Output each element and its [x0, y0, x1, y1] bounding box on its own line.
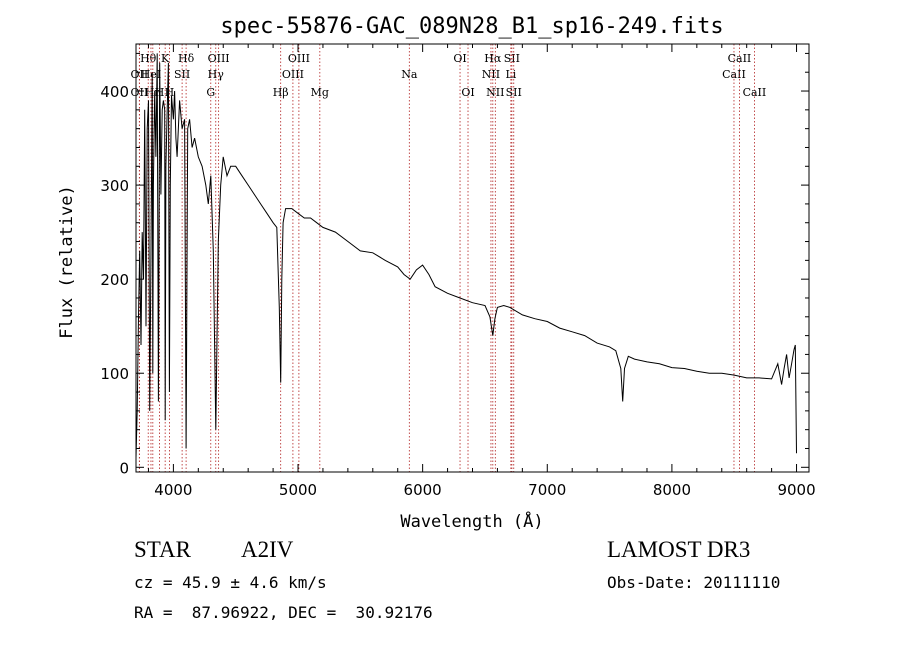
plot-frame — [135, 43, 810, 473]
line-marker-label-23: Li — [505, 68, 516, 81]
line-marker-label-13: Hβ — [273, 86, 289, 99]
line-marker-label-18: OI — [453, 52, 466, 65]
line-marker-label-15: OIII — [288, 52, 310, 65]
line-marker-label-3: HeI — [141, 68, 161, 81]
line-marker-group: OIIOIIHθHeIHηHKHSIIHδGHγOIIIHβOIIIOIIIMg… — [131, 44, 767, 472]
line-marker-label-6: K — [161, 52, 170, 65]
x-tick-label-0: 4000 — [154, 481, 192, 499]
x-tick-label-2: 6000 — [404, 481, 442, 499]
line-marker-label-1: OII — [131, 86, 149, 99]
x-tick-label-1: 5000 — [279, 481, 317, 499]
line-marker-label-25: SII — [506, 86, 522, 99]
y-tick-label-0: 0 — [119, 459, 129, 477]
line-marker-label-22: NII — [486, 86, 504, 99]
x-tick-label-4: 8000 — [653, 481, 691, 499]
chart-title: spec-55876-GAC_089N28_B1_sp16-249.fits — [220, 14, 723, 39]
y-axis-ticks: 0 100 200 300 400 — [100, 52, 809, 477]
y-tick-label-2: 200 — [100, 271, 129, 289]
line-marker-label-9: Hδ — [178, 52, 195, 65]
y-tick-label-1: 100 — [100, 365, 129, 383]
line-marker-label-12: OIII — [208, 52, 230, 65]
line-marker-label-16: Mg — [311, 86, 329, 99]
coordinates-text: RA = 87.96922, DEC = 30.92176 — [134, 603, 433, 622]
line-marker-label-0: OII — [131, 68, 149, 81]
line-marker-label-17: Na — [401, 68, 418, 81]
y-tick-label-4: 400 — [100, 83, 129, 101]
object-class: STAR — [134, 537, 191, 562]
x-axis-ticks: 4000 5000 6000 7000 8000 9000 — [147, 44, 816, 499]
redshift-text: cz = 45.9 ± 4.6 km/s — [134, 573, 327, 592]
line-marker-label-20: NII — [482, 68, 500, 81]
line-marker-label-7: H — [165, 86, 175, 99]
x-tick-label-3: 7000 — [528, 481, 566, 499]
line-marker-label-8: SII — [174, 68, 190, 81]
line-marker-label-24: SII — [504, 52, 520, 65]
x-axis-label: Wavelength (Å) — [400, 510, 543, 532]
line-marker-label-19: OI — [461, 86, 474, 99]
spectrum-line — [135, 53, 797, 458]
line-marker-label-28: CaII — [743, 86, 767, 99]
line-marker-label-11: Hγ — [208, 68, 225, 81]
object-subclass: A2IV — [241, 537, 294, 562]
x-tick-label-5: 9000 — [777, 481, 815, 499]
line-marker-label-27: CaII — [728, 52, 752, 65]
line-marker-label-21: Hα — [484, 52, 502, 65]
y-axis-label: Flux (relative) — [57, 185, 77, 339]
line-marker-label-26: CaII — [722, 68, 746, 81]
survey-name: LAMOST DR3 — [607, 537, 751, 562]
line-marker-label-14: OIII — [282, 68, 304, 81]
line-marker-label-2: Hθ — [140, 52, 157, 65]
y-tick-label-3: 300 — [100, 177, 129, 195]
obs-date-text: Obs-Date: 20111110 — [607, 573, 781, 592]
line-marker-label-10: G — [206, 86, 215, 99]
